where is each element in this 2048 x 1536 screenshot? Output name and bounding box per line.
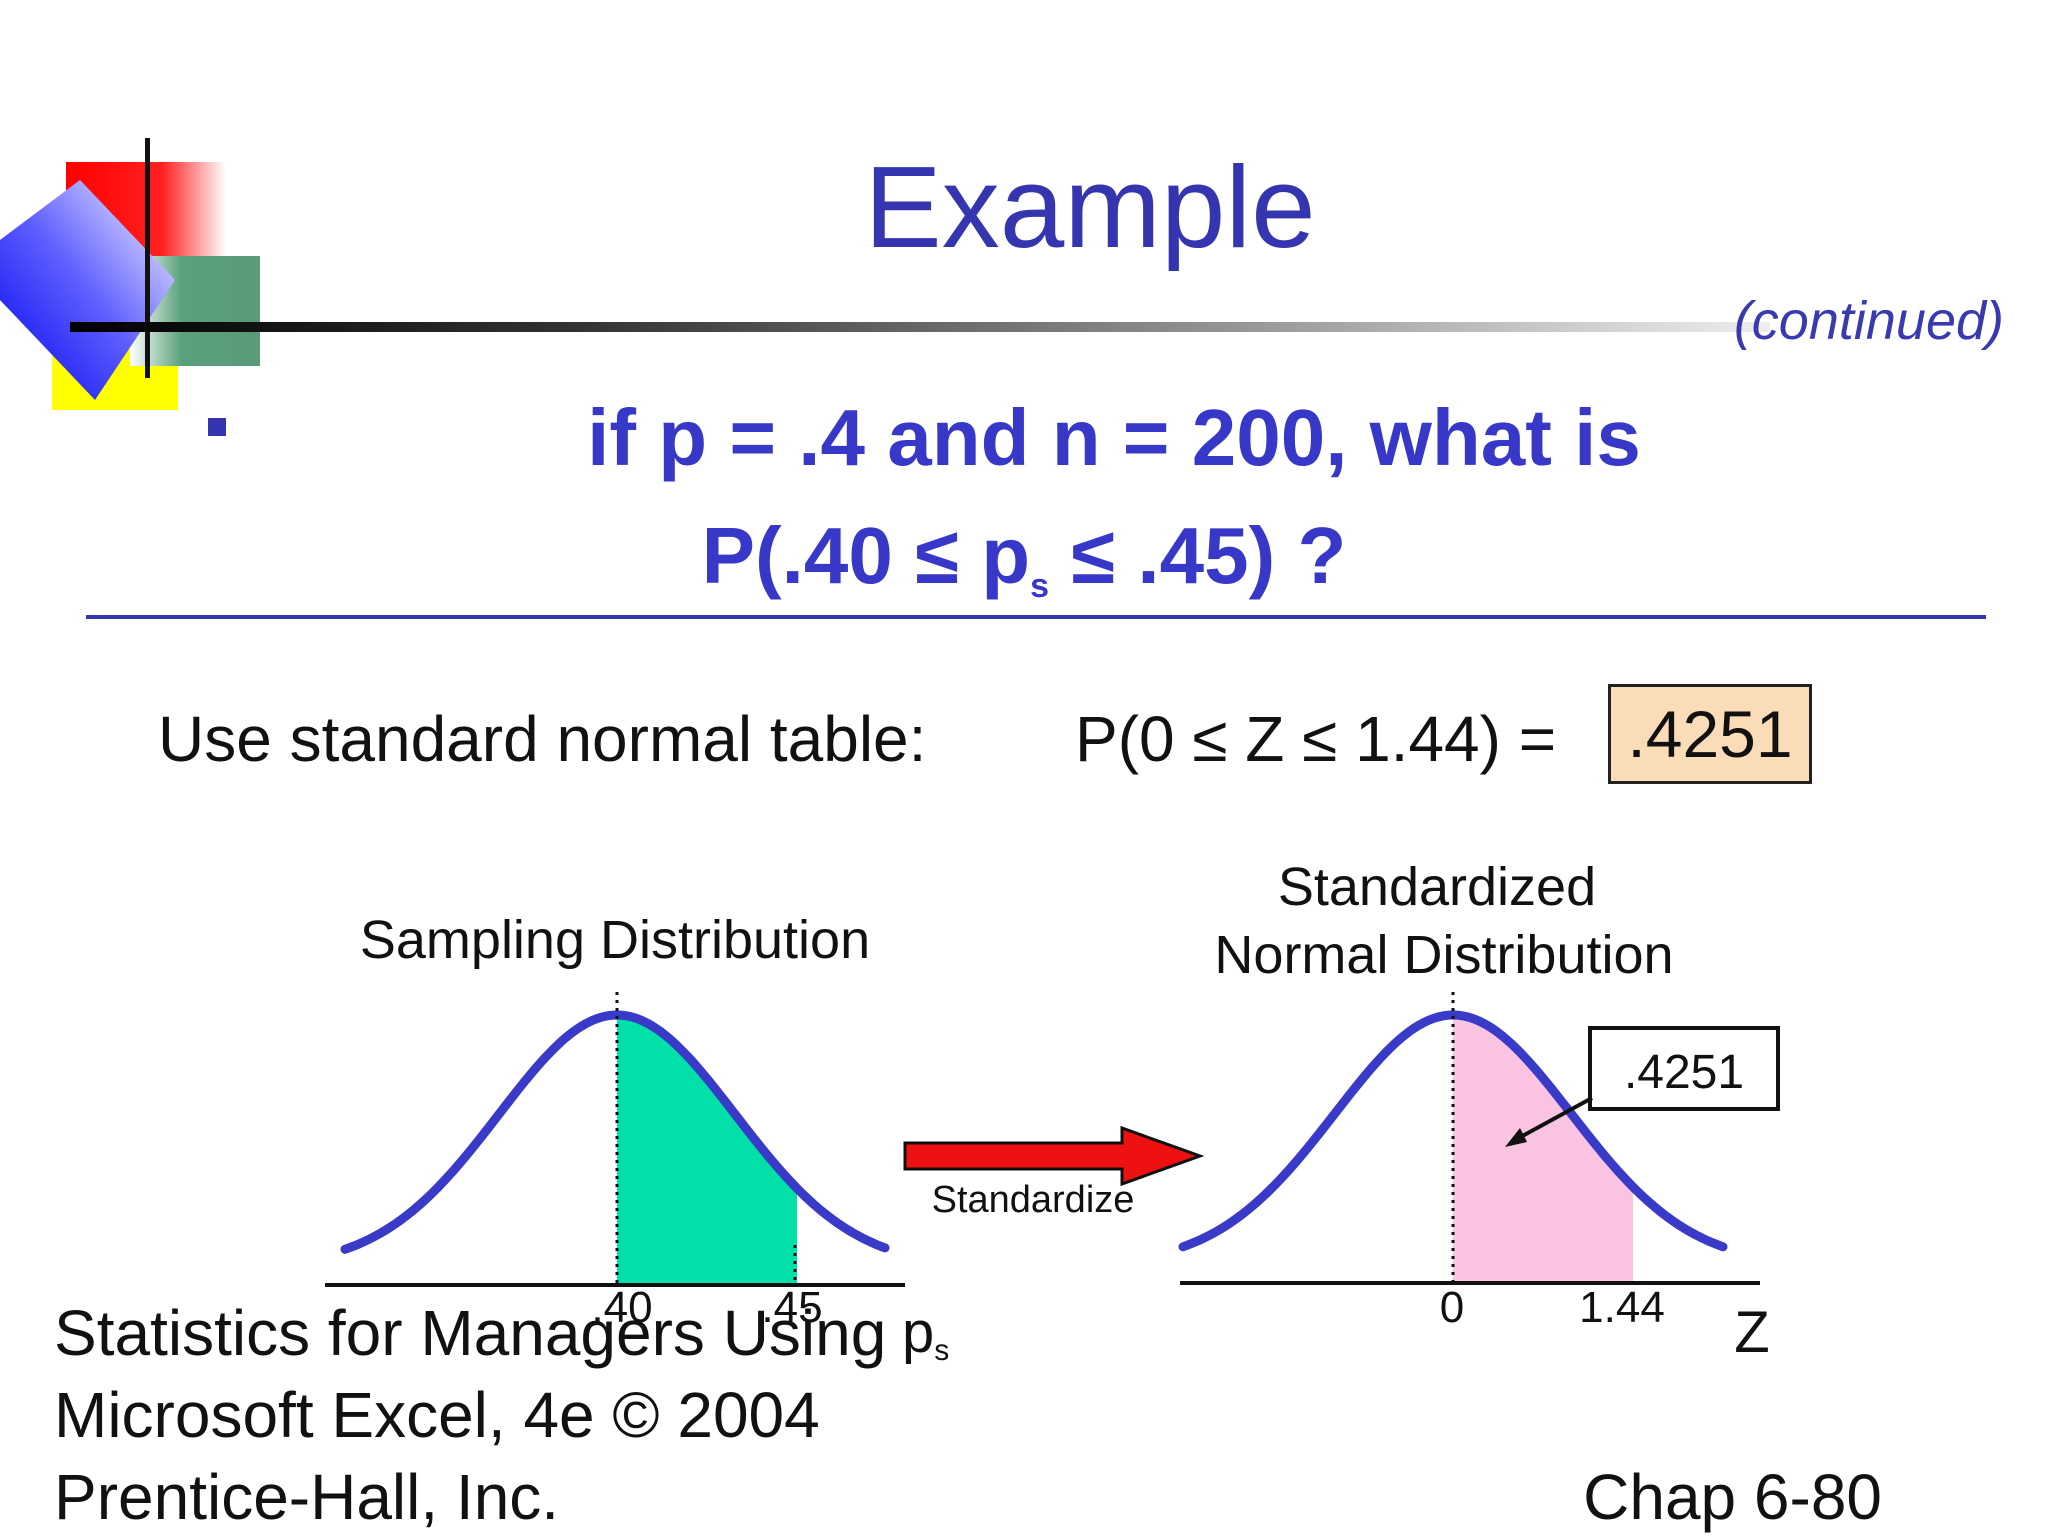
slide-title: Example bbox=[864, 142, 1316, 272]
footer-line-2: Microsoft Excel, 4e © 2004 bbox=[54, 1379, 820, 1451]
answer-box: .4251 bbox=[1608, 684, 1812, 784]
left-shaded-area bbox=[617, 1015, 797, 1285]
bullet-marker bbox=[208, 418, 226, 436]
right-tick-label-144: 1.44 bbox=[1579, 1283, 1665, 1332]
area-label-pointer-head bbox=[1505, 1128, 1527, 1147]
left-axis-label: ps bbox=[902, 1300, 949, 1367]
title-rule bbox=[70, 322, 1770, 332]
section-divider bbox=[86, 615, 1986, 619]
question-line-2-post: ≤ .45) ? bbox=[1049, 511, 1347, 600]
left-normal-curve bbox=[340, 1010, 890, 1254]
standardize-arrow bbox=[903, 1125, 1205, 1187]
right-shaded-area bbox=[1453, 1015, 1633, 1283]
continued-label: (continued) bbox=[1733, 291, 2004, 351]
footer-line-1: Statistics for Managers Using bbox=[54, 1297, 887, 1369]
right-tick-label-0: 0 bbox=[1440, 1283, 1464, 1332]
right-chart-title-2: Normal Distribution bbox=[1214, 925, 1673, 985]
question-line-1-text: if p = .4 and n = 200, what is bbox=[587, 393, 1641, 482]
right-normal-curve bbox=[1178, 1010, 1728, 1252]
question-line-2-pre: P(.40 ≤ p bbox=[701, 511, 1031, 600]
table-instruction: Use standard normal table: bbox=[158, 703, 927, 775]
question-line-2: P(.40 ≤ ps ≤ .45) ? bbox=[0, 510, 2048, 606]
standardize-label: Standardize bbox=[932, 1179, 1135, 1221]
area-label-pointer bbox=[1514, 1096, 1593, 1142]
left-tick-label-40: .40 bbox=[591, 1283, 652, 1332]
question-line-2-sub: s bbox=[1030, 567, 1050, 605]
area-label: .4251 bbox=[1624, 1046, 1744, 1099]
footer-line-3: Prentice-Hall, Inc. bbox=[54, 1461, 560, 1533]
chapter-label: Chap 6-80 bbox=[1583, 1461, 1882, 1533]
left-chart-title: Sampling Distribution bbox=[360, 910, 870, 970]
z-probability-expression: P(0 ≤ Z ≤ 1.44) = bbox=[1075, 703, 1557, 775]
left-tick-label-45: .45 bbox=[761, 1283, 822, 1332]
area-label-box bbox=[1588, 1026, 1780, 1111]
question-line-1: if p = .4 and n = 200, what is bbox=[0, 392, 2048, 484]
right-axis-label: Z bbox=[1734, 1300, 1769, 1365]
right-chart-title-1: Standardized bbox=[1278, 857, 1596, 917]
